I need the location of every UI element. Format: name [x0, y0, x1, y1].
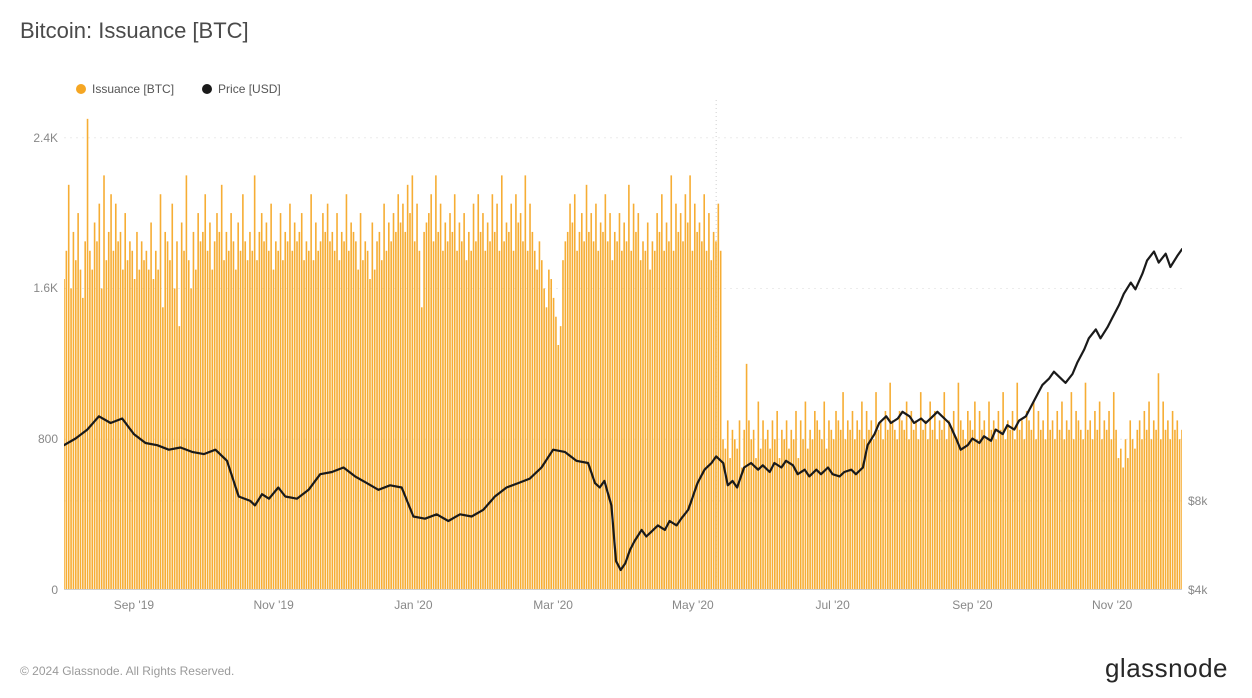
chart-container: Bitcoin: Issuance [BTC] Issuance [BTC] P… — [0, 0, 1252, 698]
x-tick: Jul '20 — [815, 598, 849, 612]
x-tick: Sep '20 — [952, 598, 992, 612]
x-tick: Nov '20 — [1092, 598, 1132, 612]
y-right-tick: $8k — [1188, 494, 1234, 508]
chart-title: Bitcoin: Issuance [BTC] — [20, 18, 249, 44]
legend-issuance-swatch — [76, 84, 86, 94]
x-tick: Mar '20 — [533, 598, 573, 612]
legend-price-label: Price [USD] — [218, 82, 281, 96]
plot-svg — [64, 100, 1182, 590]
x-tick: Nov '19 — [253, 598, 293, 612]
plot-area — [64, 100, 1182, 590]
y-left-tick: 800 — [12, 432, 58, 446]
legend: Issuance [BTC] Price [USD] — [76, 82, 281, 96]
legend-price: Price [USD] — [202, 82, 281, 96]
legend-issuance-label: Issuance [BTC] — [92, 82, 174, 96]
x-tick: May '20 — [672, 598, 714, 612]
y-left-tick: 2.4K — [12, 131, 58, 145]
legend-issuance: Issuance [BTC] — [76, 82, 174, 96]
y-right-tick: $4k — [1188, 583, 1234, 597]
y-left-tick: 1.6K — [12, 281, 58, 295]
legend-price-swatch — [202, 84, 212, 94]
x-tick: Jan '20 — [394, 598, 432, 612]
y-left-tick: 0 — [12, 583, 58, 597]
copyright: © 2024 Glassnode. All Rights Reserved. — [20, 664, 234, 678]
x-tick: Sep '19 — [114, 598, 154, 612]
brand-logo: glassnode — [1105, 653, 1228, 684]
